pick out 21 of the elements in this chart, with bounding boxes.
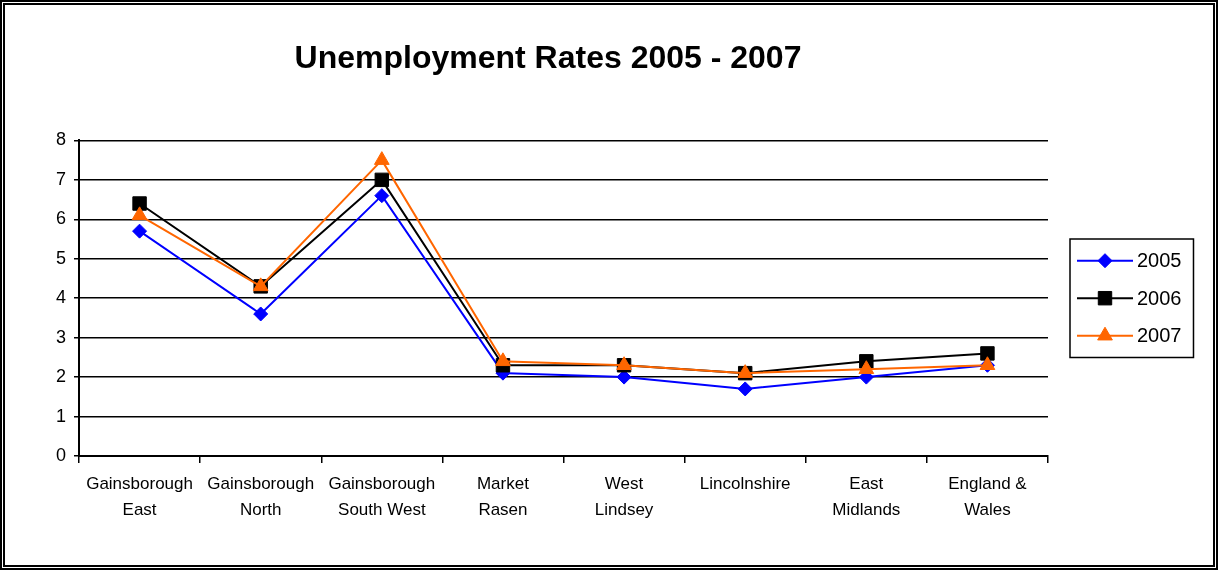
x-tick-label: Market Rasen bbox=[476, 474, 530, 519]
x-tick-label: Gainsborough South West bbox=[328, 474, 436, 519]
x-tick-label: Gainsborough North bbox=[207, 474, 315, 519]
y-tick-label: 5 bbox=[56, 247, 67, 268]
legend-label: 2006 bbox=[1137, 286, 1182, 309]
y-tick-label: 1 bbox=[56, 405, 67, 426]
y-tick-label: 8 bbox=[56, 129, 67, 150]
y-tick-label: 4 bbox=[56, 287, 67, 308]
chart-title: Unemployment Rates 2005 - 2007 bbox=[294, 39, 802, 76]
x-tick-label: East Midlands bbox=[832, 474, 901, 519]
legend-label: 2007 bbox=[1137, 324, 1182, 347]
legend-label: 2005 bbox=[1137, 249, 1182, 272]
x-tick-label: Gainsborough East bbox=[86, 474, 193, 519]
x-tick-label: Lincolnshire bbox=[699, 474, 791, 494]
y-tick-label: 0 bbox=[56, 444, 67, 465]
y-tick-label: 3 bbox=[56, 326, 67, 347]
x-tick-label: England & Wales bbox=[948, 474, 1028, 519]
x-tick-label: West Lindsey bbox=[594, 474, 654, 519]
y-tick-label: 7 bbox=[56, 168, 67, 189]
y-tick-label: 6 bbox=[56, 208, 67, 229]
y-tick-label: 2 bbox=[56, 366, 67, 387]
